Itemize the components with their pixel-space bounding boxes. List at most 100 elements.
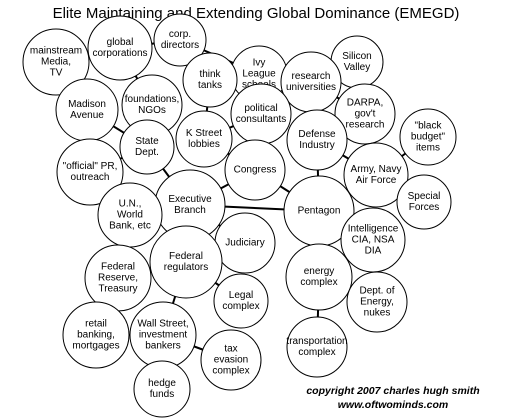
node-label: Forces xyxy=(409,202,440,213)
node-label: banking, xyxy=(77,330,115,341)
node-label: Judiciary xyxy=(225,238,264,249)
node-label: Dept. xyxy=(135,147,159,158)
node-label: energy xyxy=(304,266,335,277)
node-label: Wall Street, xyxy=(137,319,188,330)
node-label: "black xyxy=(415,121,443,132)
node-label: investment xyxy=(139,330,188,341)
node-label: directors xyxy=(161,40,199,51)
node-label: complex xyxy=(212,366,249,377)
node-label: Avenue xyxy=(70,110,104,121)
node-label: Reserve, xyxy=(98,273,138,284)
node-label: TV xyxy=(50,68,63,79)
node-label: Federal xyxy=(101,262,135,273)
node-label: tanks xyxy=(198,80,222,91)
node-label: Bank, etc xyxy=(109,221,151,232)
node-label: "official" PR, xyxy=(63,161,118,172)
node-circle xyxy=(153,13,207,67)
node-circle xyxy=(343,142,409,208)
node-label: Media, xyxy=(41,57,71,68)
node-label: tax xyxy=(224,344,237,355)
node-label: K Street xyxy=(186,128,222,139)
node-label: gov't xyxy=(355,109,376,120)
node-label: DARPA, xyxy=(347,98,384,109)
node-label: funds xyxy=(150,389,174,400)
node-label: outreach xyxy=(71,172,110,183)
node-label: complex xyxy=(222,301,259,312)
node-circle xyxy=(286,316,348,378)
node-label: Pentagon xyxy=(298,206,341,217)
node-circle xyxy=(119,119,175,175)
node-label: Energy, xyxy=(360,297,394,308)
node-label: Executive xyxy=(168,194,212,205)
node-label: Branch xyxy=(174,205,206,216)
node-label: nukes xyxy=(364,308,391,319)
node-label: Ivy xyxy=(253,58,266,69)
node-circle xyxy=(285,243,353,311)
node-label: Industry xyxy=(299,140,335,151)
node-label: Air Force xyxy=(356,175,397,186)
node-label: research xyxy=(346,120,385,131)
node-label: League xyxy=(242,69,276,80)
node-circle xyxy=(334,83,396,145)
node-label: hedge xyxy=(148,378,176,389)
node-label: transportation xyxy=(286,336,347,347)
node-label: political xyxy=(244,103,277,114)
node-label: regulators xyxy=(164,262,208,273)
node-label: Treasury xyxy=(98,284,137,295)
node-label: State xyxy=(135,136,159,147)
node-label: corporations xyxy=(92,48,147,59)
node-label: items xyxy=(416,143,440,154)
node-circle xyxy=(399,108,457,166)
node-label: Defense xyxy=(298,129,336,140)
node-label: corp. xyxy=(169,29,191,40)
node-label: Silicon xyxy=(342,51,371,62)
node-label: budget" xyxy=(411,132,446,143)
node-circle xyxy=(213,273,269,329)
node-circle xyxy=(224,139,286,201)
node-circle xyxy=(133,360,191,418)
node-label: mortgages xyxy=(72,341,119,352)
node-label: complex xyxy=(298,347,335,358)
title: Elite Maintaining and Extending Global D… xyxy=(53,5,460,22)
node-label: Madison xyxy=(68,99,106,110)
node-label: lobbies xyxy=(188,139,220,150)
node-circle xyxy=(200,329,262,391)
node-label: evasion xyxy=(214,355,248,366)
node-label: Federal xyxy=(169,251,203,262)
node-circle xyxy=(286,109,348,171)
node-circle xyxy=(175,110,233,168)
node-label: retail xyxy=(85,319,107,330)
node-label: U.N., xyxy=(119,199,142,210)
node-circle xyxy=(22,28,90,96)
node-circle xyxy=(149,225,223,299)
node-label: think xyxy=(199,69,221,80)
node-label: NGOs xyxy=(138,105,166,116)
node-label: global xyxy=(107,37,134,48)
node-label: Legal xyxy=(229,290,253,301)
node-label: Special xyxy=(408,191,441,202)
node-circle xyxy=(396,174,452,230)
node-label: DIA xyxy=(365,246,382,257)
node-label: CIA, NSA xyxy=(352,235,395,246)
node-label: Dept. of xyxy=(359,286,394,297)
node-label: consultants xyxy=(236,114,287,125)
node-label: Army, Navy xyxy=(351,164,402,175)
node-label: mainstream xyxy=(30,46,82,57)
node-label: Intelligence xyxy=(348,224,399,235)
node-label: Valley xyxy=(344,62,371,73)
node-circle xyxy=(346,271,408,333)
node-circle xyxy=(87,15,153,81)
node-label: research xyxy=(292,71,331,82)
node-label: foundations, xyxy=(125,94,180,105)
node-circle xyxy=(56,138,124,206)
node-label: universities xyxy=(286,82,336,93)
copyright: copyright 2007 charles hugh smith xyxy=(306,385,479,397)
node-label: Congress xyxy=(234,165,277,176)
node-label: World xyxy=(117,210,143,221)
url: www.oftwominds.com xyxy=(338,399,448,411)
node-label: complex xyxy=(300,277,337,288)
node-circle xyxy=(182,52,238,108)
node-circle xyxy=(62,301,130,369)
